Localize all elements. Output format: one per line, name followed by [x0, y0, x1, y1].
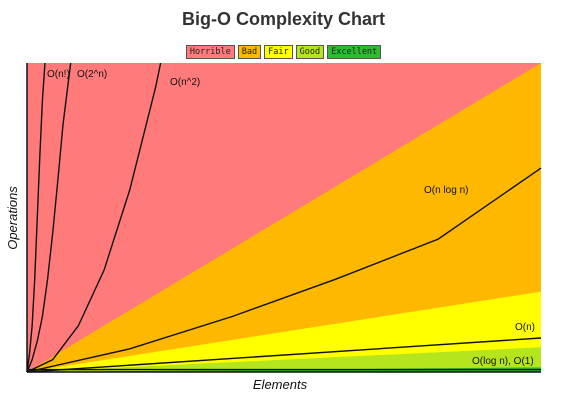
legend-item-excellent: Excellent [327, 45, 382, 59]
curve-4 [26, 337, 542, 373]
region-bad [27, 63, 541, 372]
curve-0 [26, 62, 46, 373]
x-axis-title: Elements [253, 377, 308, 392]
curve-label-3: O(n log n) [424, 185, 468, 196]
chart-title: Big-O Complexity Chart [181, 9, 386, 29]
curve-label-4: O(n) [515, 322, 535, 333]
y-axis-title: Operations [5, 186, 20, 250]
curve-label-1: O(2^n) [77, 69, 107, 80]
legend-item-good: Good [295, 45, 325, 59]
curve-label-0: O(n!) [47, 69, 70, 80]
region-good [27, 347, 541, 372]
curve-3 [26, 167, 542, 373]
legend-item-horrible: Horrible [185, 45, 235, 59]
region-fair [27, 291, 541, 372]
curve-label-5: O(log n), O(1) [472, 356, 534, 367]
chart-legend: Horrible Bad Fair Good Excellent [0, 45, 567, 59]
curve-label-2: O(n^2) [170, 77, 200, 88]
curve-1 [26, 62, 72, 373]
legend-item-fair: Fair [264, 45, 293, 59]
curve-2 [26, 62, 162, 373]
legend-item-bad: Bad [237, 45, 262, 59]
